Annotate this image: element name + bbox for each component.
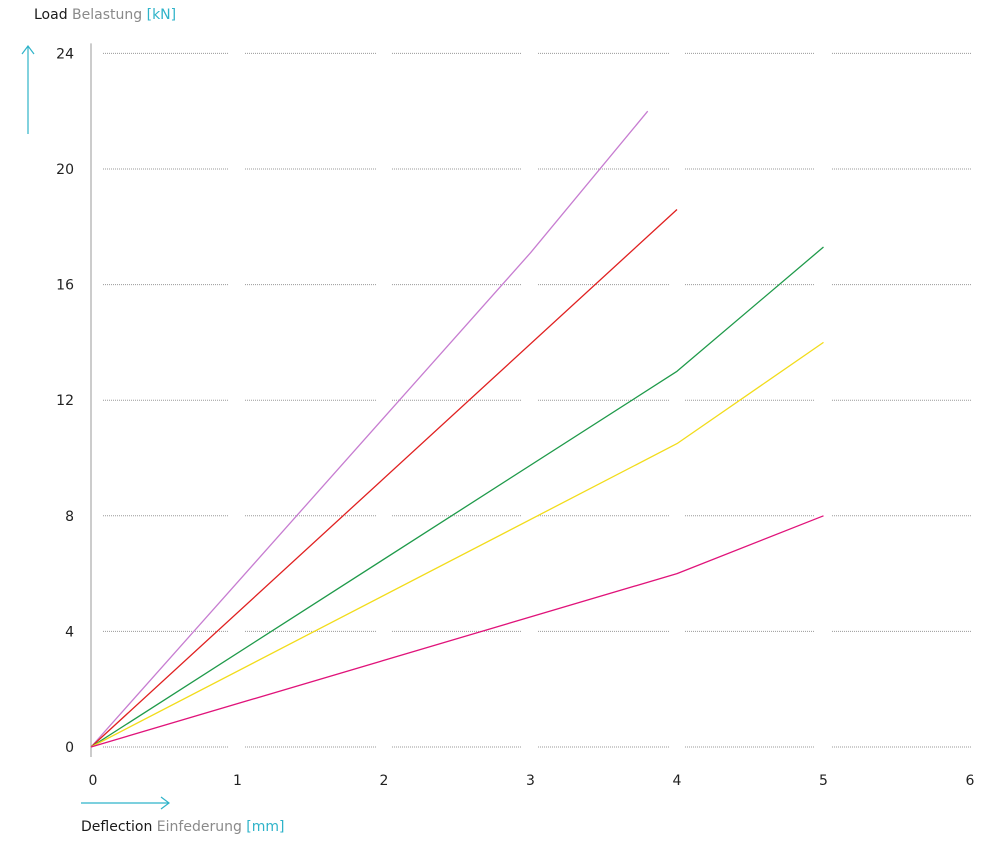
y-axis-title-unit: [kN]	[146, 7, 177, 23]
y-tick-label: 0	[65, 740, 74, 756]
grid-lines	[103, 52, 972, 748]
up-arrow-head-icon	[21, 45, 35, 55]
x-tick-label: 4	[673, 773, 682, 789]
y-axis-title-main: Load	[34, 7, 68, 23]
y-tick-label: 20	[56, 162, 74, 178]
right-arrow-head-icon	[160, 796, 170, 810]
x-tick-label: 0	[89, 773, 98, 789]
series-line-4	[90, 341, 824, 748]
y-tick-label: 24	[56, 46, 74, 62]
series-line-2	[90, 209, 678, 748]
x-tick-label: 2	[380, 773, 389, 789]
x-axis-title-sub: Einfederung	[156, 819, 242, 835]
series-line-1	[90, 110, 649, 748]
x-tick-label: 1	[233, 773, 242, 789]
y-tick-label: 16	[56, 278, 74, 294]
x-axis-title-unit: [mm]	[246, 819, 285, 835]
x-tick-label: 3	[526, 773, 535, 789]
y-tick-label: 4	[65, 624, 74, 640]
series-lines	[90, 110, 824, 748]
x-axis-title-main: Deflection	[81, 819, 153, 835]
x-tick-label: 5	[819, 773, 828, 789]
series-line-5	[90, 515, 824, 748]
x-tick-label: 6	[966, 773, 975, 789]
y-tick-label: 8	[65, 509, 74, 525]
axis-arrows	[21, 45, 170, 810]
y-axis-title-sub: Belastung	[72, 7, 143, 23]
x-axis-title: Deflection Einfederung [mm]	[81, 819, 285, 835]
y-axis-title: Load Belastung [kN]	[34, 7, 176, 23]
y-tick-label: 12	[56, 393, 74, 409]
series-line-3	[90, 246, 824, 748]
